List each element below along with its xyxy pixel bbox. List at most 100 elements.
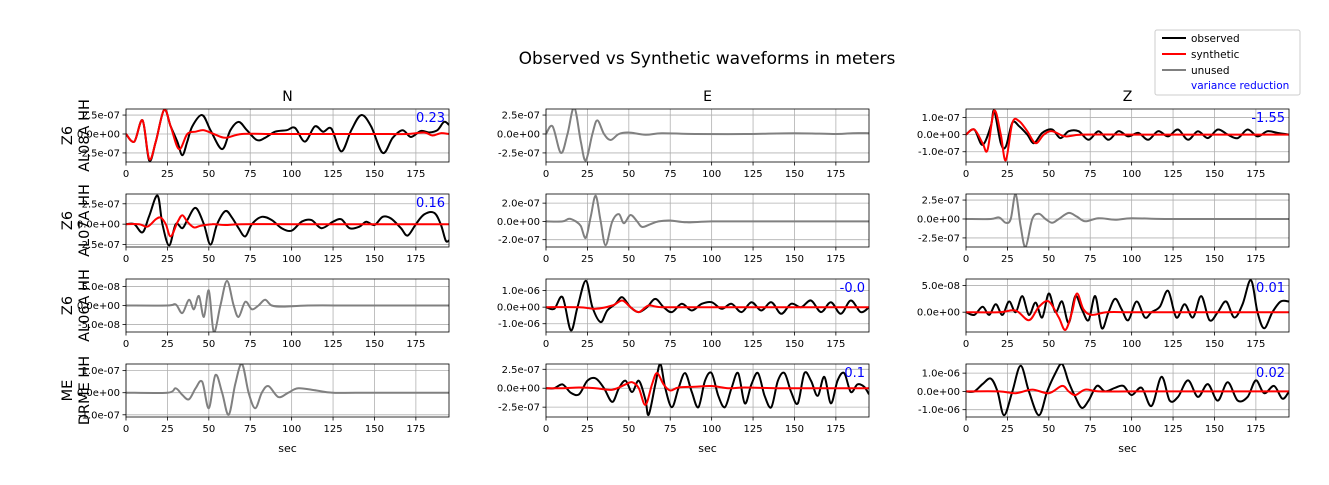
- row-label-2: Z6 AL06A HH: [60, 269, 93, 342]
- x-tick-label: 75: [1084, 339, 1097, 350]
- x-tick-label: 25: [581, 424, 594, 435]
- y-tick-label: 2.5e-07: [502, 111, 540, 122]
- y-tick-label: 1.0e-07: [922, 113, 960, 124]
- y-tick-label: -5.0e-08: [78, 320, 120, 331]
- x-tick-label: 50: [1042, 339, 1055, 350]
- row-label-station: AL06A HH: [77, 269, 93, 342]
- y-tick-label: -1.0e-07: [78, 410, 120, 421]
- y-tick-label: 2.5e-07: [82, 199, 120, 210]
- x-tick-label: 0: [123, 424, 129, 435]
- x-tick-label: 25: [161, 339, 174, 350]
- x-tick-label: 175: [1246, 339, 1265, 350]
- panel-r3-c2: 0 25 50 75 100 125 150 175 1.0e-06 0.0e+00 -1.0e-0…: [917, 363, 1290, 435]
- x-tick-label: 175: [826, 424, 845, 435]
- x-tick-label: 75: [244, 424, 257, 435]
- x-tick-label: 175: [406, 424, 425, 435]
- x-tick-label: 125: [324, 339, 343, 350]
- row-label-station: AL08A HH: [77, 99, 93, 172]
- y-tick-label: -2.5e-07: [918, 233, 960, 244]
- x-tick-label: 150: [1205, 339, 1224, 350]
- x-tick-label: 75: [664, 254, 677, 265]
- variance-reduction-value: 0.16: [416, 196, 445, 211]
- x-tick-label: 25: [581, 254, 594, 265]
- y-tick-label: 0.0e+00: [497, 303, 540, 314]
- x-tick-label: 125: [744, 169, 763, 180]
- x-tick-label: 25: [1001, 254, 1014, 265]
- x-tick-label: 75: [244, 339, 257, 350]
- row-label-1: Z6 AL07A HH: [60, 184, 93, 257]
- y-tick-label: -2.5e-07: [78, 240, 120, 251]
- x-tick-label: 50: [202, 339, 215, 350]
- x-tick-label: 75: [664, 424, 677, 435]
- x-tick-label: 125: [744, 424, 763, 435]
- panel-r3-c0: 0 25 50 75 100 125 150 175 1.0e-07 0.0e+00 -1.0e-0…: [77, 363, 450, 435]
- x-tick-label: 150: [785, 424, 804, 435]
- x-tick-label: 25: [161, 169, 174, 180]
- panel-r3-c1: 0 25 50 75 100 125 150 175 2.5e-07 0.0e+00 -2.5e-0…: [497, 363, 870, 435]
- x-tick-label: 100: [1122, 339, 1141, 350]
- row-label-network: ME: [60, 380, 76, 402]
- x-tick-label: 175: [826, 169, 845, 180]
- x-tick-label: 0: [963, 169, 969, 180]
- variance-reduction-value: 0.02: [1256, 366, 1285, 381]
- observed-trace: [966, 364, 1289, 417]
- x-tick-label: 125: [324, 254, 343, 265]
- x-tick-label: 150: [365, 424, 384, 435]
- x-tick-label: 100: [282, 339, 301, 350]
- x-tick-label: 175: [406, 254, 425, 265]
- x-tick-label: 75: [664, 339, 677, 350]
- y-tick-label: 1.0e-07: [82, 366, 120, 377]
- x-tick-label: 50: [622, 254, 635, 265]
- x-tick-label: 50: [202, 254, 215, 265]
- panel-frame: [125, 363, 450, 418]
- x-tick-label: 0: [543, 254, 549, 265]
- y-tick-label: 0.0e+00: [917, 214, 960, 225]
- x-tick-label: 75: [664, 169, 677, 180]
- column-title-z: Z: [1123, 89, 1133, 105]
- y-tick-label: -1.0e-07: [918, 147, 960, 158]
- y-tick-label: 1.0e-06: [922, 369, 960, 380]
- x-tick-label: 125: [744, 254, 763, 265]
- y-tick-label: 0.0e+00: [77, 220, 120, 231]
- panel-r0-c1: 0 25 50 75 100 125 150 175 2.5e-07 0.0e+00 -2.5e-0…: [497, 108, 870, 180]
- x-tick-label: 75: [1084, 169, 1097, 180]
- x-tick-label: 150: [785, 339, 804, 350]
- variance-reduction-value: 0.01: [1256, 281, 1285, 296]
- unused-trace: [126, 364, 449, 416]
- panel-r1-c0: 0 25 50 75 100 125 150 175 2.5e-07 0.0e+00 -2.5e-0…: [77, 193, 450, 265]
- legend-label-synthetic: synthetic: [1191, 49, 1240, 61]
- x-tick-label: 50: [1042, 169, 1055, 180]
- panel-r0-c0: 0 25 50 75 100 125 150 175 2.5e-07 0.0e+00 -2.5e-0…: [77, 108, 450, 180]
- x-tick-label: 100: [1122, 169, 1141, 180]
- x-axis-label: sec: [698, 442, 717, 455]
- y-tick-label: 2.5e-07: [502, 365, 540, 376]
- panel-r1-c1: 0 25 50 75 100 125 150 175 2.0e-07 0.0e+00 -2.0e-0…: [497, 193, 870, 265]
- x-tick-label: 100: [282, 424, 301, 435]
- x-tick-label: 100: [1122, 424, 1141, 435]
- panel-frame: [125, 278, 450, 333]
- x-tick-label: 100: [702, 169, 721, 180]
- x-tick-label: 0: [123, 169, 129, 180]
- x-tick-label: 175: [826, 339, 845, 350]
- x-tick-label: 0: [963, 424, 969, 435]
- panel-frame: [965, 278, 1290, 333]
- unused-trace: [546, 109, 869, 162]
- x-tick-label: 175: [406, 169, 425, 180]
- row-label-station: AL07A HH: [77, 184, 93, 257]
- x-tick-label: 175: [406, 339, 425, 350]
- legend-label-unused: unused: [1191, 65, 1230, 77]
- y-tick-label: 1.0e-06: [502, 286, 540, 297]
- x-tick-label: 25: [1001, 424, 1014, 435]
- row-label-3: ME DRME HH: [60, 356, 93, 425]
- variance-reduction-value: -1.55: [1251, 111, 1285, 126]
- x-tick-label: 0: [123, 339, 129, 350]
- x-axis-label: sec: [1118, 442, 1137, 455]
- panel-frame: [965, 363, 1290, 418]
- x-tick-label: 50: [1042, 254, 1055, 265]
- x-tick-label: 125: [1164, 339, 1183, 350]
- unused-trace: [966, 194, 1289, 247]
- x-tick-label: 150: [365, 339, 384, 350]
- x-tick-label: 150: [785, 254, 804, 265]
- synthetic-trace: [966, 384, 1289, 397]
- y-tick-label: 0.0e+00: [77, 129, 120, 140]
